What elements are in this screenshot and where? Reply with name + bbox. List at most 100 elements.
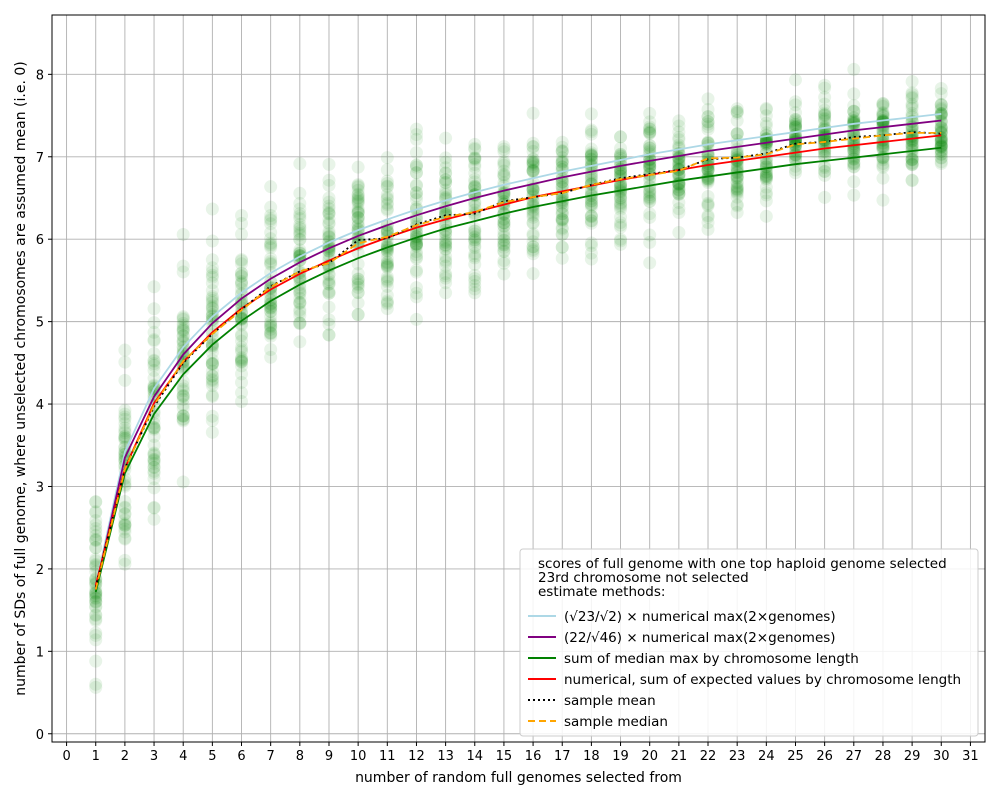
scatter-point <box>497 142 511 156</box>
scatter-point <box>176 311 190 325</box>
scatter-point <box>322 205 336 219</box>
scatter-point <box>584 198 598 212</box>
scatter-point <box>701 164 715 178</box>
scatter-point <box>235 208 249 222</box>
scatter-point <box>176 401 190 415</box>
y-tick-label: 5 <box>36 316 44 331</box>
scatter-point <box>322 217 336 231</box>
scatter-point <box>351 257 365 271</box>
y-tick-label: 6 <box>36 233 44 248</box>
scatter-point <box>264 212 278 226</box>
scatter-point <box>235 266 249 280</box>
scatter-point <box>934 136 948 150</box>
scatter-point <box>526 216 540 230</box>
scatter-point <box>322 207 336 221</box>
scatter-point <box>934 140 948 154</box>
scatter-point <box>409 245 423 259</box>
scatter-point <box>584 210 598 224</box>
scatter-point <box>847 188 861 202</box>
scatter-point <box>176 408 190 422</box>
scatter-point <box>205 291 219 305</box>
scatter-point <box>235 282 249 296</box>
scatter-point <box>847 157 861 171</box>
scatter-point <box>730 176 744 190</box>
scatter-point <box>584 209 598 223</box>
scatter-point <box>526 242 540 256</box>
scatter-point <box>876 115 890 129</box>
scatter-point <box>759 159 773 173</box>
scatter-point <box>759 186 773 200</box>
scatter-point <box>147 421 161 435</box>
scatter-point <box>118 518 132 532</box>
scatter-point <box>614 199 628 213</box>
scatter-point <box>555 228 569 242</box>
scatter-point <box>497 140 511 154</box>
scatter-point <box>701 120 715 134</box>
scatter-point <box>89 514 103 528</box>
scatter-point <box>468 196 482 210</box>
scatter-point <box>89 552 103 566</box>
scatter-point <box>584 197 598 211</box>
scatter-point <box>643 125 657 139</box>
scatter-point <box>701 115 715 129</box>
scatter-point <box>235 254 249 268</box>
scatter-point <box>147 334 161 348</box>
scatter-point <box>643 173 657 187</box>
scatter-point <box>235 253 249 267</box>
scatter-point <box>876 115 890 129</box>
scatter-point <box>205 376 219 390</box>
scatter-point <box>584 149 598 163</box>
scatter-point <box>147 333 161 347</box>
scatter-point <box>614 164 628 178</box>
scatter-point <box>380 258 394 272</box>
scatter-point <box>584 142 598 156</box>
scatter-point <box>439 183 453 197</box>
scatter-point <box>497 216 511 230</box>
scatter-point <box>876 109 890 123</box>
x-tick-label: 31 <box>962 749 979 764</box>
scatter-point <box>934 130 948 144</box>
scatter-point <box>526 240 540 254</box>
scatter-point <box>351 180 365 194</box>
scatter-point <box>876 142 890 156</box>
scatter-point <box>118 403 132 417</box>
scatter-point <box>89 533 103 547</box>
scatter-point <box>322 267 336 281</box>
scatter-point <box>847 160 861 174</box>
scatter-point <box>847 111 861 125</box>
scatter-point <box>147 481 161 495</box>
x-tick-label: 7 <box>267 749 275 764</box>
scatter-point <box>205 353 219 367</box>
scatter-point <box>759 154 773 168</box>
scatter-point <box>118 507 132 521</box>
scatter-point <box>759 160 773 174</box>
scatter-point <box>409 166 423 180</box>
scatter-point <box>584 107 598 121</box>
scatter-point <box>293 220 307 234</box>
scatter-point <box>847 137 861 151</box>
scatter-point <box>876 106 890 120</box>
scatter-point <box>409 158 423 172</box>
scatter-point <box>380 198 394 212</box>
scatter-point <box>672 119 686 133</box>
scatter-point <box>876 141 890 155</box>
scatter-point <box>876 136 890 150</box>
scatter-point <box>701 103 715 117</box>
scatter-point <box>439 166 453 180</box>
scatter-point <box>118 507 132 521</box>
scatter-point <box>730 190 744 204</box>
scatter-point <box>759 180 773 194</box>
scatter-point <box>818 78 832 92</box>
scatter-point <box>147 464 161 478</box>
scatter-point <box>176 329 190 343</box>
scatter-point <box>147 472 161 486</box>
scatter-point <box>118 517 132 531</box>
scatter-point <box>89 529 103 543</box>
scatter-point <box>614 232 628 246</box>
scatter-point <box>584 152 598 166</box>
scatter-point <box>788 152 802 166</box>
scatter-point <box>788 112 802 126</box>
scatter-point <box>934 97 948 111</box>
scatter-point <box>264 255 278 269</box>
scatter-point <box>205 268 219 282</box>
